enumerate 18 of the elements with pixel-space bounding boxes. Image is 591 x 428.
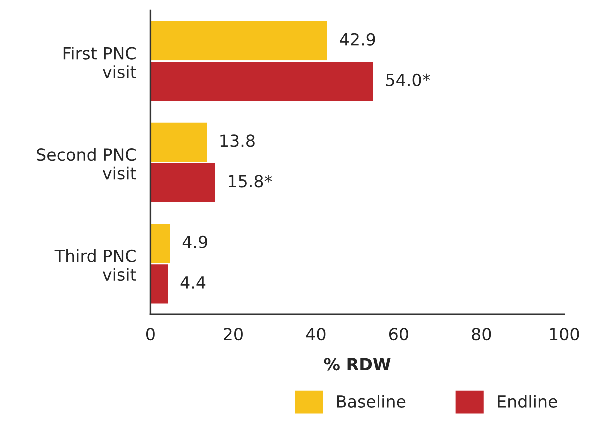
data-label: 13.8 <box>220 134 255 148</box>
x-axis-title: % RDW <box>324 358 391 371</box>
legend-label: Baseline <box>337 395 406 408</box>
x-tick-label: 100 <box>550 328 580 341</box>
y-tick-label: First PNC visit <box>64 46 136 79</box>
y-tick-label: Third PNC visit <box>54 250 136 282</box>
x-tick-label: 20 <box>224 328 243 341</box>
data-label: 4.4 <box>180 276 206 289</box>
x-tick-label: 60 <box>389 328 408 341</box>
legend-label: Endline <box>498 395 558 408</box>
data-label: 54.0* <box>386 74 430 86</box>
data-label: 15.8* <box>229 175 272 188</box>
x-tick-label: 40 <box>306 328 326 341</box>
x-tick-label: 80 <box>472 328 492 341</box>
data-label: 4.9 <box>182 236 208 249</box>
data-label: 42.9 <box>340 33 376 46</box>
x-tick-label: 0 <box>146 328 155 341</box>
y-tick-label: Second PNC visit <box>37 148 136 180</box>
